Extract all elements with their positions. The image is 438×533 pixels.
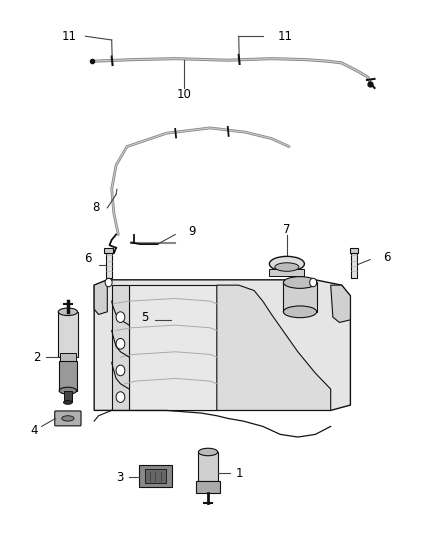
- Circle shape: [116, 312, 125, 322]
- Polygon shape: [217, 285, 331, 410]
- Bar: [104, 248, 113, 253]
- Bar: [145, 469, 166, 483]
- Bar: [58, 312, 78, 357]
- Ellipse shape: [269, 256, 304, 271]
- Text: 2: 2: [33, 351, 41, 364]
- Bar: [59, 361, 77, 391]
- Polygon shape: [331, 285, 350, 322]
- Bar: [269, 269, 304, 276]
- Text: 1: 1: [235, 467, 243, 480]
- Bar: [196, 481, 220, 493]
- Text: 4: 4: [31, 424, 38, 437]
- Ellipse shape: [64, 401, 72, 405]
- Text: 3: 3: [117, 471, 124, 483]
- Circle shape: [116, 392, 125, 402]
- Bar: [350, 248, 358, 253]
- FancyBboxPatch shape: [55, 411, 81, 426]
- Polygon shape: [129, 285, 217, 410]
- Ellipse shape: [283, 306, 317, 318]
- Text: 10: 10: [177, 88, 191, 101]
- Circle shape: [116, 365, 125, 376]
- Bar: [139, 465, 172, 487]
- Polygon shape: [94, 280, 107, 314]
- Text: 11: 11: [62, 30, 77, 43]
- Text: 5: 5: [141, 311, 149, 324]
- Circle shape: [105, 278, 112, 287]
- Ellipse shape: [198, 448, 218, 456]
- Bar: [64, 391, 72, 402]
- Ellipse shape: [59, 387, 77, 394]
- Text: 8: 8: [92, 201, 100, 214]
- Bar: [106, 252, 112, 278]
- Polygon shape: [94, 280, 350, 410]
- Bar: [60, 353, 76, 361]
- Text: 11: 11: [278, 30, 293, 43]
- Text: 6: 6: [383, 251, 391, 264]
- Ellipse shape: [62, 416, 74, 421]
- Bar: [283, 282, 317, 312]
- Bar: [198, 452, 218, 481]
- Circle shape: [116, 338, 125, 349]
- Text: 9: 9: [188, 225, 196, 238]
- Ellipse shape: [58, 308, 78, 316]
- Circle shape: [310, 278, 317, 287]
- Text: 7: 7: [283, 223, 291, 236]
- Polygon shape: [112, 285, 129, 410]
- Text: 6: 6: [85, 252, 92, 265]
- Ellipse shape: [283, 277, 317, 288]
- Bar: [351, 252, 357, 278]
- Ellipse shape: [275, 263, 299, 271]
